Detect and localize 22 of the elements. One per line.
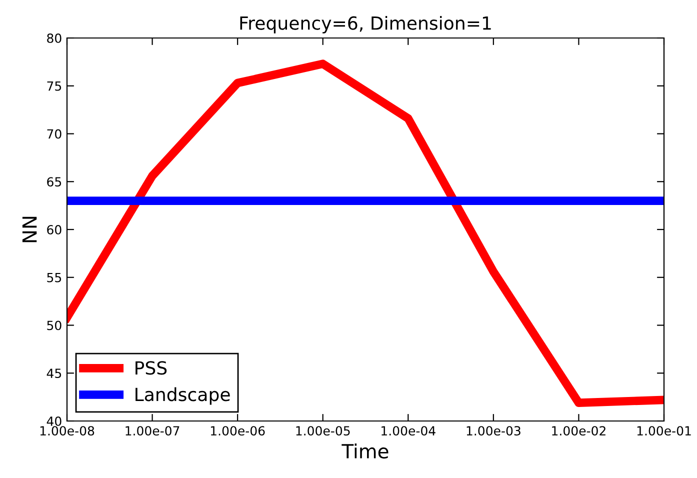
y-tick-label: 55 [47, 273, 62, 282]
x-tick-label: 1.00e-02 [552, 426, 606, 436]
x-tick-label: 1.00e-03 [466, 426, 520, 436]
y-tick-label: 45 [46, 368, 62, 378]
y-tick-label: 80 [47, 33, 62, 43]
x-axis-title: Time [342, 444, 388, 459]
y-tick-label: 70 [47, 129, 62, 139]
x-tick-label: 1.00e-01 [637, 426, 691, 436]
y-tick-label: 40 [46, 416, 62, 426]
y-tick-label: 50 [47, 320, 62, 330]
legend-label: PSS [136, 361, 167, 375]
x-tick-label: 1.00e-07 [126, 426, 180, 436]
x-tick-label: 1.00e-04 [382, 426, 436, 436]
y-axis-title: NN [22, 216, 37, 242]
legend-label: Landscape [136, 387, 230, 405]
chart-title: Frequency=6, Dimension=1 [240, 16, 491, 34]
x-tick-label: 1.00e-06 [210, 426, 265, 436]
y-tick-label: 75 [47, 82, 62, 91]
x-tick-label: 1.00e-08 [40, 426, 94, 436]
y-tick-label: 65 [47, 177, 62, 187]
x-tick-label: 1.00e-05 [296, 426, 350, 436]
y-tick-label: 60 [47, 224, 62, 234]
